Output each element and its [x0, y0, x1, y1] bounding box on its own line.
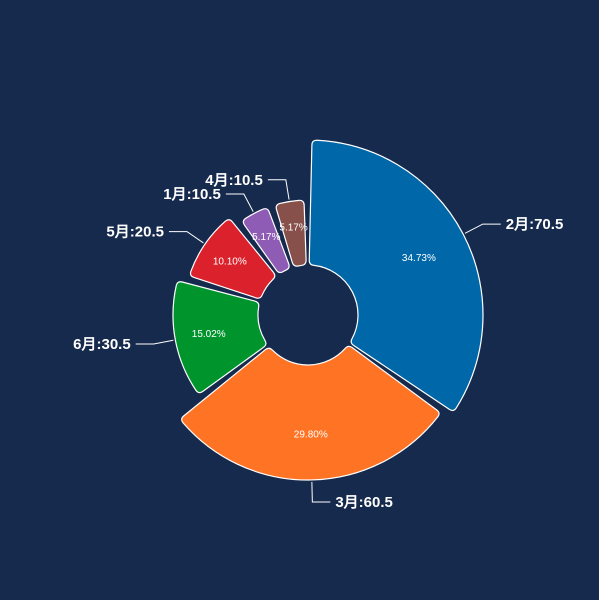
leader-line-4 — [168, 231, 204, 244]
leader-lines-layer — [135, 179, 501, 503]
slices-layer — [172, 139, 484, 481]
slice-outer-label-6: 4月:10.5 — [205, 172, 263, 189]
slice-outer-label-1: 2月:70.5 — [506, 216, 564, 233]
slice-percent-label-3: 15.02% — [192, 329, 226, 340]
slice-5[interactable] — [242, 208, 290, 274]
slice-percent-label-1: 34.73% — [402, 253, 436, 264]
leader-line-3 — [135, 339, 174, 345]
slice-percent-label-5: 5.17% — [252, 232, 280, 243]
leader-line-1 — [464, 223, 501, 234]
leader-line-5 — [225, 193, 254, 212]
slice-percent-label-2: 29.80% — [294, 429, 328, 440]
slice-percent-label-6: 5.17% — [279, 223, 307, 234]
slice-6[interactable] — [275, 199, 307, 267]
slice-outer-label-3: 6月:30.5 — [73, 336, 131, 353]
slice-outer-label-5: 1月:10.5 — [163, 186, 221, 203]
slice-1[interactable] — [308, 139, 484, 412]
slice-2[interactable] — [181, 345, 440, 481]
leader-line-6 — [267, 179, 290, 200]
slice-outer-label-2: 3月:60.5 — [335, 494, 393, 511]
leader-line-2 — [311, 481, 331, 503]
slice-3[interactable] — [172, 281, 267, 394]
slice-4[interactable] — [189, 219, 276, 299]
slice-percent-label-4: 10.10% — [213, 257, 247, 268]
slice-outer-label-4: 5月:20.5 — [106, 224, 164, 241]
labels-layer: 34.73% 2月:70.5 29.80% 3月:60.5 15.02% 6月:30.5 1… — [73, 172, 563, 511]
